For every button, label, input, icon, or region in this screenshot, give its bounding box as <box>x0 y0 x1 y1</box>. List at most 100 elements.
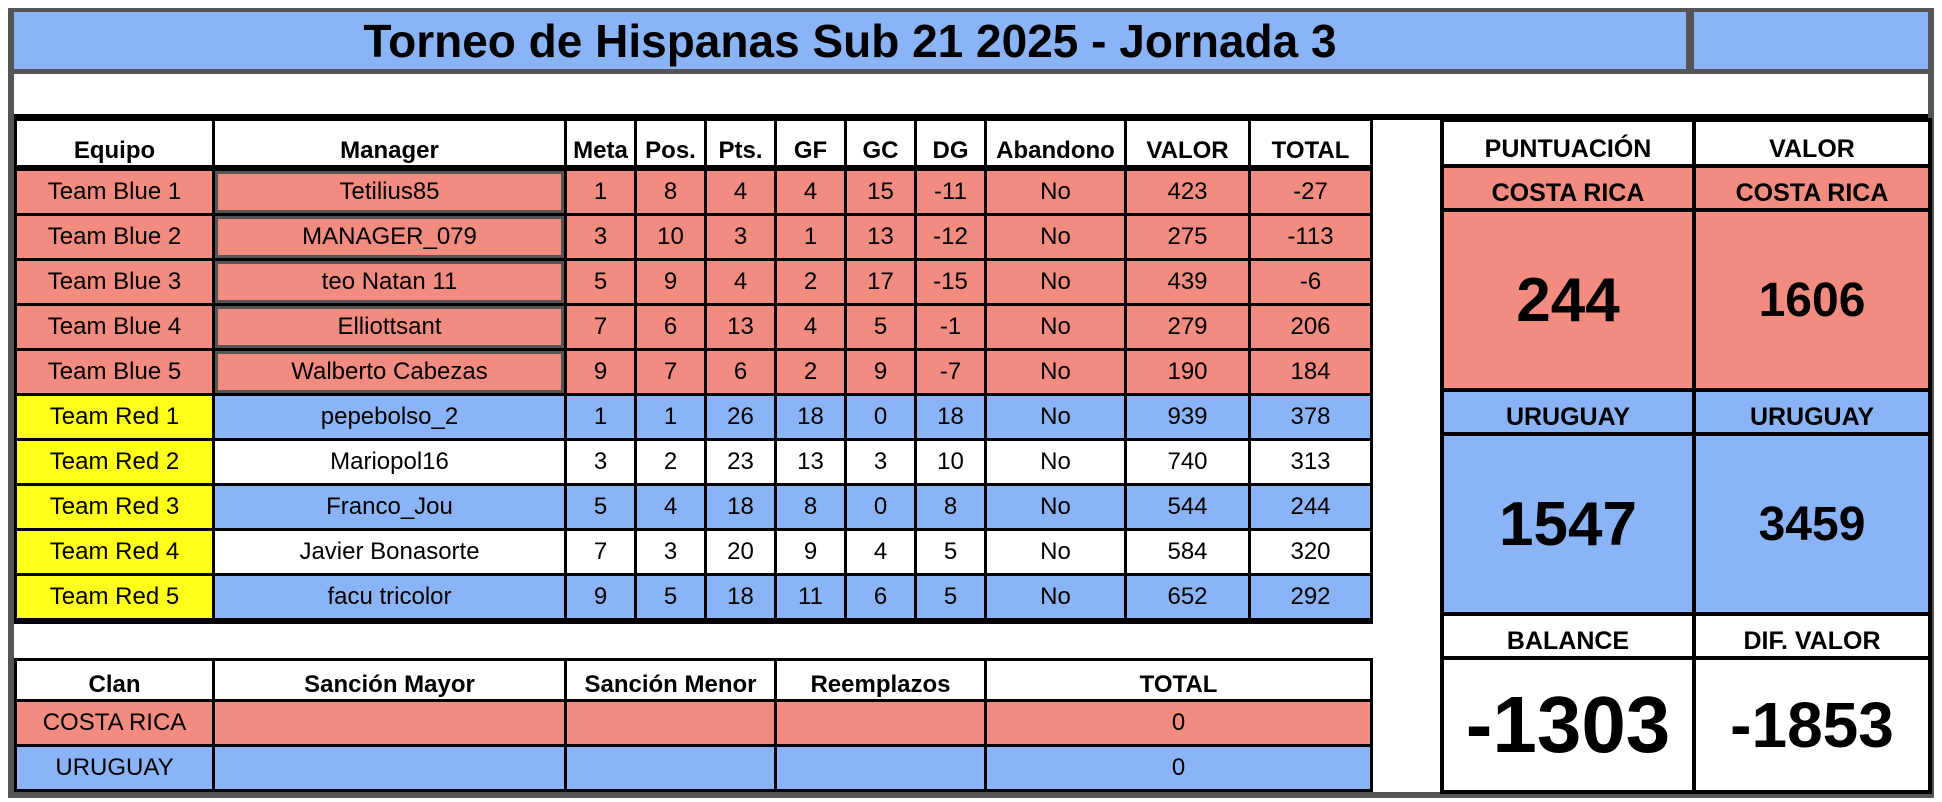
pos-cell: 7 <box>634 348 707 396</box>
table-row: Team Red 2 Mariopol16 3 2 23 13 3 10 No 740 313 <box>14 438 1373 486</box>
total-cell: 206 <box>1248 303 1373 351</box>
valor-cell: 584 <box>1124 528 1251 576</box>
costa-rica-label: COSTA RICA <box>1692 164 1932 212</box>
costa-rica-puntuacion: 244 <box>1440 208 1696 392</box>
valor-cell: 939 <box>1124 393 1251 441</box>
valor-cell: 439 <box>1124 258 1251 306</box>
pts-cell: 4 <box>704 258 777 306</box>
total-cell: 184 <box>1248 348 1373 396</box>
sancion-mayor-cell <box>212 699 567 747</box>
manager-cell: Elliottsant <box>212 303 567 351</box>
abandono-cell: No <box>984 166 1127 216</box>
equipo-cell: Team Blue 4 <box>14 303 215 351</box>
meta-cell: 3 <box>564 213 637 261</box>
pos-cell: 9 <box>634 258 707 306</box>
equipo-cell: Team Red 4 <box>14 528 215 576</box>
dg-cell: -12 <box>914 213 987 261</box>
col-header-meta: Meta <box>564 118 637 171</box>
manager-cell: facu tricolor <box>212 573 567 623</box>
table-row: Team Blue 1 Tetilius85 1 8 4 4 15 -11 No 423 -27 <box>14 166 1373 216</box>
col-header-sancion-mayor: Sanción Mayor <box>212 658 567 702</box>
gc-cell: 0 <box>844 483 917 531</box>
total-cell: 320 <box>1248 528 1373 576</box>
dg-cell: 5 <box>914 573 987 623</box>
meta-cell: 1 <box>564 393 637 441</box>
sancion-mayor-cell <box>212 744 567 792</box>
clan-cell: URUGUAY <box>14 744 215 792</box>
pos-cell: 2 <box>634 438 707 486</box>
page-title: Torneo de Hispanas Sub 21 2025 - Jornada… <box>14 12 1686 74</box>
gf-cell: 9 <box>774 528 847 576</box>
dg-cell: 5 <box>914 528 987 576</box>
gf-cell: 1 <box>774 213 847 261</box>
dg-cell: -7 <box>914 348 987 396</box>
table-row: Team Blue 2 MANAGER_079 3 10 3 1 13 -12 No 275 -11… <box>14 213 1373 261</box>
col-header-total: TOTAL <box>1248 118 1373 171</box>
gc-cell: 15 <box>844 166 917 216</box>
dg-cell: 10 <box>914 438 987 486</box>
pts-cell: 23 <box>704 438 777 486</box>
pos-cell: 3 <box>634 528 707 576</box>
equipo-cell: Team Red 2 <box>14 438 215 486</box>
abandono-cell: No <box>984 528 1127 576</box>
total-cell: 378 <box>1248 393 1373 441</box>
table-row: COSTA RICA 0 <box>14 699 1373 747</box>
standings-table: Equipo Manager Meta Pos. Pts. GF GC DG A… <box>14 118 1373 668</box>
meta-cell: 1 <box>564 166 637 216</box>
pts-cell: 18 <box>704 483 777 531</box>
abandono-cell: No <box>984 303 1127 351</box>
pos-cell: 4 <box>634 483 707 531</box>
uruguay-valor: 3459 <box>1692 432 1932 616</box>
pts-cell: 20 <box>704 528 777 576</box>
col-header-dg: DG <box>914 118 987 171</box>
manager-cell: Tetilius85 <box>212 166 567 216</box>
pos-cell: 10 <box>634 213 707 261</box>
table-row: Team Blue 4 Elliottsant 7 6 13 4 5 -1 No 279 206 <box>14 303 1373 351</box>
manager-cell: MANAGER_079 <box>212 213 567 261</box>
pts-cell: 6 <box>704 348 777 396</box>
dg-cell: -11 <box>914 166 987 216</box>
clan-cell: COSTA RICA <box>14 699 215 747</box>
uruguay-label: URUGUAY <box>1692 388 1932 436</box>
reemplazos-cell <box>774 744 987 792</box>
title-side-cell <box>1694 12 1928 74</box>
equipo-cell: Team Red 1 <box>14 393 215 441</box>
col-header-clan: Clan <box>14 658 215 702</box>
gf-cell: 13 <box>774 438 847 486</box>
table-row: Team Blue 5 Walberto Cabezas 9 7 6 2 9 -7 No 190 1… <box>14 348 1373 396</box>
equipo-cell: Team Blue 5 <box>14 348 215 396</box>
total-cell: 244 <box>1248 483 1373 531</box>
sancion-menor-cell <box>564 744 777 792</box>
manager-cell: Franco_Jou <box>212 483 567 531</box>
pos-cell: 6 <box>634 303 707 351</box>
col-header-abandono: Abandono <box>984 118 1127 171</box>
equipo-cell: Team Blue 1 <box>14 166 215 216</box>
total-cell: -6 <box>1248 258 1373 306</box>
dg-cell: 18 <box>914 393 987 441</box>
gc-cell: 5 <box>844 303 917 351</box>
total-cell: 313 <box>1248 438 1373 486</box>
col-header-gc: GC <box>844 118 917 171</box>
abandono-cell: No <box>984 258 1127 306</box>
valor-cell: 275 <box>1124 213 1251 261</box>
meta-cell: 5 <box>564 258 637 306</box>
total-cell: 0 <box>984 699 1373 747</box>
abandono-cell: No <box>984 573 1127 623</box>
meta-cell: 9 <box>564 348 637 396</box>
pts-cell: 13 <box>704 303 777 351</box>
col-header-sancion-menor: Sanción Menor <box>564 658 777 702</box>
gf-cell: 18 <box>774 393 847 441</box>
gc-cell: 6 <box>844 573 917 623</box>
col-header-pos: Pos. <box>634 118 707 171</box>
valor-cell: 190 <box>1124 348 1251 396</box>
equipo-cell: Team Red 3 <box>14 483 215 531</box>
meta-cell: 7 <box>564 528 637 576</box>
gc-cell: 13 <box>844 213 917 261</box>
costa-rica-label: COSTA RICA <box>1440 164 1696 212</box>
abandono-cell: No <box>984 438 1127 486</box>
gc-cell: 3 <box>844 438 917 486</box>
table-row: Team Red 5 facu tricolor 9 5 18 11 6 5 No 652 292 <box>14 573 1373 623</box>
equipo-cell: Team Red 5 <box>14 573 215 623</box>
table-row: Team Red 4 Javier Bonasorte 7 3 20 9 4 5 No 584 32… <box>14 528 1373 576</box>
abandono-cell: No <box>984 348 1127 396</box>
